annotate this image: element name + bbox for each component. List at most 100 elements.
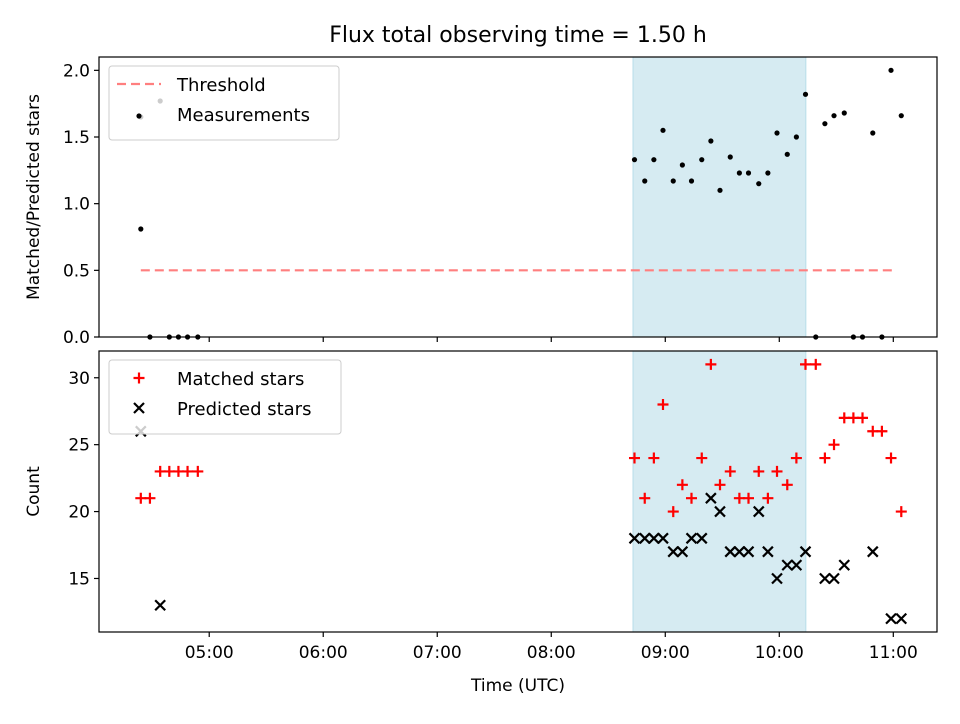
bottom-panel-predicted-marker <box>799 545 812 558</box>
bottom-panel-matched-marker <box>781 479 793 491</box>
bottom-panel-ylabel: Count <box>24 466 44 517</box>
x-tick-label: 09:00 <box>641 643 690 663</box>
x-tick-label: 06:00 <box>299 643 348 663</box>
x-tick-label: 08:00 <box>527 643 576 663</box>
bottom-panel-matched-marker <box>857 412 869 424</box>
bottom-panel-matched-marker <box>771 465 783 477</box>
bottom-panel-matched-marker <box>828 439 840 451</box>
bottom-panel-matched-marker <box>628 452 640 464</box>
bottom-panel-matched-marker <box>714 479 726 491</box>
top-panel-data-point <box>717 187 723 193</box>
bottom-panel-legend: Matched stars Predicted stars <box>108 359 342 435</box>
bottom-panel-predicted-marker <box>638 532 651 545</box>
bottom-panel-matched-marker <box>762 492 774 504</box>
bottom-panel-predicted-marker <box>866 545 879 558</box>
top-panel-data-point <box>642 178 648 184</box>
bottom-panel-matched-marker <box>743 492 755 504</box>
top-panel-data-point <box>765 170 771 176</box>
bottom-panel-predicted-marker <box>885 612 897 625</box>
top-panel-data-point <box>631 157 638 163</box>
bottom-panel-predicted-marker <box>724 545 737 558</box>
bottom-panel-matched-marker <box>696 452 708 464</box>
bottom-panel-predicted-marker <box>657 532 669 545</box>
bottom-panel-matched-marker <box>800 358 812 370</box>
bottom-panel-predicted-marker <box>154 599 166 612</box>
bottom-panel-matched-marker <box>753 465 765 477</box>
bottom-panel-predicted-marker <box>762 545 774 558</box>
bottom-panel-matched-marker <box>705 358 717 370</box>
top-panel-y-tick-label: 0.0 <box>63 328 90 348</box>
bottom-panel-highlight-span <box>632 350 807 633</box>
top-panel-legend-box <box>108 65 340 141</box>
bottom-panel-matched-marker <box>648 452 660 464</box>
top-panel-y-tick-label: 0.5 <box>63 261 90 281</box>
bottom-panel-predicted-marker <box>648 532 660 545</box>
top-panel-data-point <box>745 170 752 176</box>
top-panel-highlight-span <box>632 56 807 338</box>
top-panel-data-point <box>870 130 876 136</box>
bottom-panel-matched-marker <box>639 492 651 504</box>
bottom-panel-y-tick-label: 25 <box>68 436 90 456</box>
top-panel-data-point <box>727 154 733 160</box>
top-panel-data-point <box>802 91 809 97</box>
chart-title: Flux total observing time = 1.50 h <box>329 23 707 48</box>
bottom-panel-matched-marker <box>885 452 897 464</box>
bottom-panel-predicted-marker <box>742 545 755 558</box>
bottom-panel-predicted-marker <box>676 545 689 558</box>
top-panel-y-tick-label: 1.5 <box>63 128 90 148</box>
top-panel-y-tick-label: 2.0 <box>63 61 90 81</box>
top-panel-data-point <box>138 226 144 232</box>
bottom-panel-matched-marker <box>790 452 802 464</box>
bottom-panel-matched-marker <box>810 358 822 370</box>
top-panel-data-point <box>651 157 657 163</box>
x-tick-label: 11:00 <box>869 643 918 663</box>
bottom-panel: 15 20 25 30 05:00 06:00 07:00 08:00 09:00 10:00 11… <box>24 350 938 663</box>
top-panel-data-point <box>831 113 837 119</box>
x-tick-label: 07:00 <box>413 643 462 663</box>
bottom-panel-predicted-marker <box>828 572 840 585</box>
bottom-panel-frame <box>98 350 938 633</box>
top-panel-data-point <box>793 134 799 140</box>
top-panel-data-point <box>784 151 790 157</box>
bottom-panel-matched-marker <box>676 479 688 491</box>
x-tick-label: 05:00 <box>185 643 234 663</box>
bottom-panel-matched-marker <box>876 425 888 437</box>
bottom-panel-legend-box <box>108 359 342 435</box>
bottom-panel-legend-matched-swatch <box>133 372 145 384</box>
top-panel-data-point <box>670 178 676 184</box>
top-panel-frame <box>98 56 938 338</box>
bottom-panel-matched-marker <box>667 506 679 518</box>
bottom-panel-predicted-marker <box>771 572 783 585</box>
bottom-panel-matched-marker <box>819 452 831 464</box>
bottom-panel-matched-marker <box>895 506 907 518</box>
top-panel-data-point <box>898 113 904 119</box>
bottom-panel-predicted-marker <box>695 532 708 545</box>
top-panel-data-point <box>841 110 847 116</box>
bottom-panel-predicted-marker <box>790 559 803 571</box>
bottom-panel-matched-marker <box>657 399 669 411</box>
bottom-panel-y-tick-label: 20 <box>68 503 90 523</box>
bottom-panel-matched-marker <box>724 465 736 477</box>
bottom-panel-matched-marker <box>685 492 697 504</box>
bottom-panel-matched-marker <box>182 465 194 477</box>
bottom-panel-matched-marker <box>144 492 156 504</box>
top-panel-legend: Threshold Measurements <box>108 65 340 141</box>
bottom-panel-matched-marker <box>192 465 204 477</box>
top-panel-data-point <box>888 67 894 73</box>
x-tick-label: 10:00 <box>755 643 804 663</box>
bottom-panel-y-tick-label: 15 <box>68 569 90 589</box>
bottom-panel-y-tick-label: 30 <box>68 369 90 389</box>
top-panel-ylabel: Matched/Predicted stars <box>24 94 44 300</box>
bottom-panel-predicted-marker <box>819 572 831 585</box>
bottom-panel-predicted-marker <box>752 505 765 518</box>
bottom-panel-legend-label: Predicted stars <box>177 399 311 420</box>
top-panel-data-point <box>708 138 714 144</box>
top-panel-data-point <box>660 127 666 133</box>
top-panel-data-point <box>736 170 742 176</box>
top-panel-data-point <box>756 181 762 187</box>
bottom-panel-predicted-marker <box>628 532 641 545</box>
top-panel-data-point <box>688 178 695 184</box>
bottom-panel-predicted-marker <box>895 612 908 625</box>
bottom-panel-predicted-marker <box>838 559 851 571</box>
